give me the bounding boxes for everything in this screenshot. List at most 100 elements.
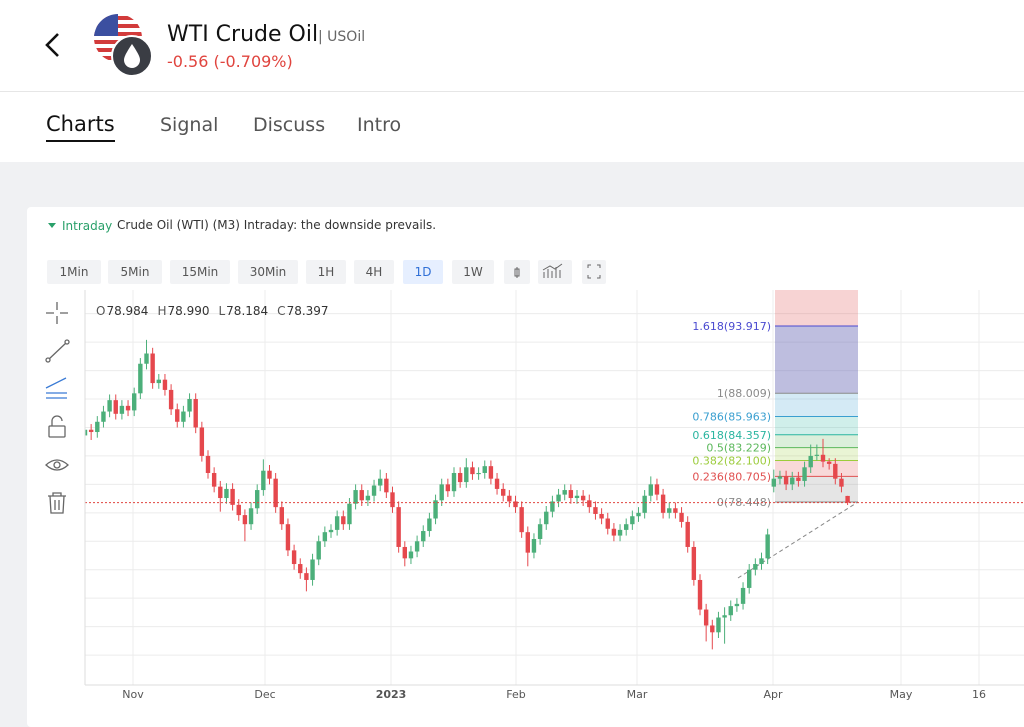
candle-body: [753, 564, 758, 570]
candle-body: [291, 550, 297, 565]
candle-body: [242, 515, 248, 525]
fib-zone: [775, 460, 858, 477]
candle-icon: [514, 267, 520, 278]
candle-body: [513, 501, 518, 508]
candle-body: [224, 488, 229, 499]
candle-body: [593, 507, 598, 514]
candle-body: [341, 516, 346, 525]
candle-body: [488, 466, 494, 479]
candle-body: [777, 476, 783, 479]
x-tick-label: Mar: [627, 688, 648, 701]
candle-body: [839, 478, 844, 487]
candle-body: [310, 559, 315, 580]
x-tick-label: Apr: [763, 688, 783, 701]
candle-body: [378, 478, 383, 486]
candle-body: [427, 518, 432, 532]
candle-body: [316, 541, 321, 560]
candle-body: [611, 528, 617, 536]
timeframe-button[interactable]: 1H: [306, 260, 346, 284]
x-tick-label: 16: [972, 688, 986, 701]
fib-zone: [775, 393, 858, 417]
indicator-icon: [542, 263, 563, 278]
candle-body: [451, 472, 457, 492]
candle-body: [156, 379, 161, 384]
candle-body: [113, 400, 118, 414]
candle-body: [648, 484, 653, 496]
candle-body: [814, 454, 820, 456]
candle-body: [833, 463, 838, 479]
tab[interactable]: Charts: [46, 112, 115, 142]
fib-level-label: 1.618(93.917): [692, 320, 771, 333]
analysis-card: Intraday Crude Oil (WTI) (M3) Intraday: …: [27, 207, 1024, 727]
candle-body: [211, 472, 217, 487]
candle-body: [537, 524, 543, 539]
crosshair-tool[interactable]: [46, 302, 68, 324]
candle-body: [353, 490, 358, 504]
candle-body: [193, 399, 198, 428]
timeframe-button[interactable]: 1Min: [47, 260, 101, 284]
candle-body: [236, 504, 241, 516]
fib-level-label: 0.786(85.963): [692, 411, 771, 424]
candle-body: [790, 477, 795, 485]
timeframe-button[interactable]: 1D: [403, 260, 443, 284]
price-change: -0.56 (-0.709%): [167, 52, 293, 71]
eye-tool[interactable]: [45, 459, 69, 471]
tool-button[interactable]: [582, 260, 606, 284]
x-tick-label: May: [890, 688, 913, 701]
tab[interactable]: Signal: [160, 114, 219, 136]
candle-body: [279, 507, 284, 525]
candle-body: [562, 490, 567, 495]
lock-tool[interactable]: [48, 425, 66, 438]
candle-body: [150, 353, 155, 384]
back-button[interactable]: [45, 33, 59, 57]
candle-body: [162, 379, 168, 390]
line-tool[interactable]: [47, 341, 68, 361]
fullscreen-icon: [587, 264, 601, 279]
candle-body: [624, 524, 629, 530]
candle-body: [144, 353, 149, 364]
fib-level-label: 0(78.448): [717, 496, 771, 509]
candle-body: [132, 393, 137, 411]
plot-area: 1.618(93.917) 1(88.009) 0.786(85.963) 0.618…: [85, 290, 1024, 685]
candle-body: [759, 558, 764, 565]
timeframe-button[interactable]: 5Min: [108, 260, 162, 284]
candle-body: [255, 490, 260, 509]
candle-body: [796, 477, 801, 481]
candle-body: [218, 486, 223, 499]
candle-body: [685, 521, 690, 547]
fib-tool[interactable]: [45, 377, 67, 399]
candle-body: [205, 455, 211, 473]
toolbar: [45, 302, 70, 514]
candle-body: [630, 516, 635, 525]
ohlc-value: 78.990: [167, 304, 209, 318]
ohlc-key: L: [218, 304, 225, 318]
candle-body: [722, 615, 727, 618]
timeframe-button[interactable]: 4H: [354, 260, 394, 284]
timeframe-button[interactable]: 30Min: [238, 260, 298, 284]
title: WTI Crude Oil: [167, 22, 318, 47]
delete-tool[interactable]: [48, 492, 66, 514]
candle-body: [808, 455, 813, 468]
candle-body: [660, 494, 666, 513]
timeframe-button[interactable]: 15Min: [170, 260, 230, 284]
tab[interactable]: Intro: [357, 114, 402, 136]
candle-body: [642, 495, 647, 513]
ohlc-key: H: [157, 304, 166, 318]
candle-body: [371, 485, 377, 496]
tab[interactable]: Discuss: [253, 114, 326, 136]
candle-body: [580, 495, 586, 501]
candle-body: [494, 478, 500, 489]
ohlc-value: 78.984: [106, 304, 148, 318]
candle-body: [679, 512, 684, 522]
candle-body: [470, 467, 475, 475]
candle-body: [187, 399, 192, 412]
symbol: | USOil: [318, 29, 365, 45]
candle-body: [574, 495, 580, 499]
candle-body: [667, 508, 672, 513]
candle-body: [734, 603, 740, 607]
fib-level-label: 1(88.009): [717, 387, 771, 400]
timeframe-button[interactable]: 1W: [452, 260, 494, 284]
x-tick-label: 2023: [376, 688, 407, 701]
candle-body: [710, 625, 715, 633]
